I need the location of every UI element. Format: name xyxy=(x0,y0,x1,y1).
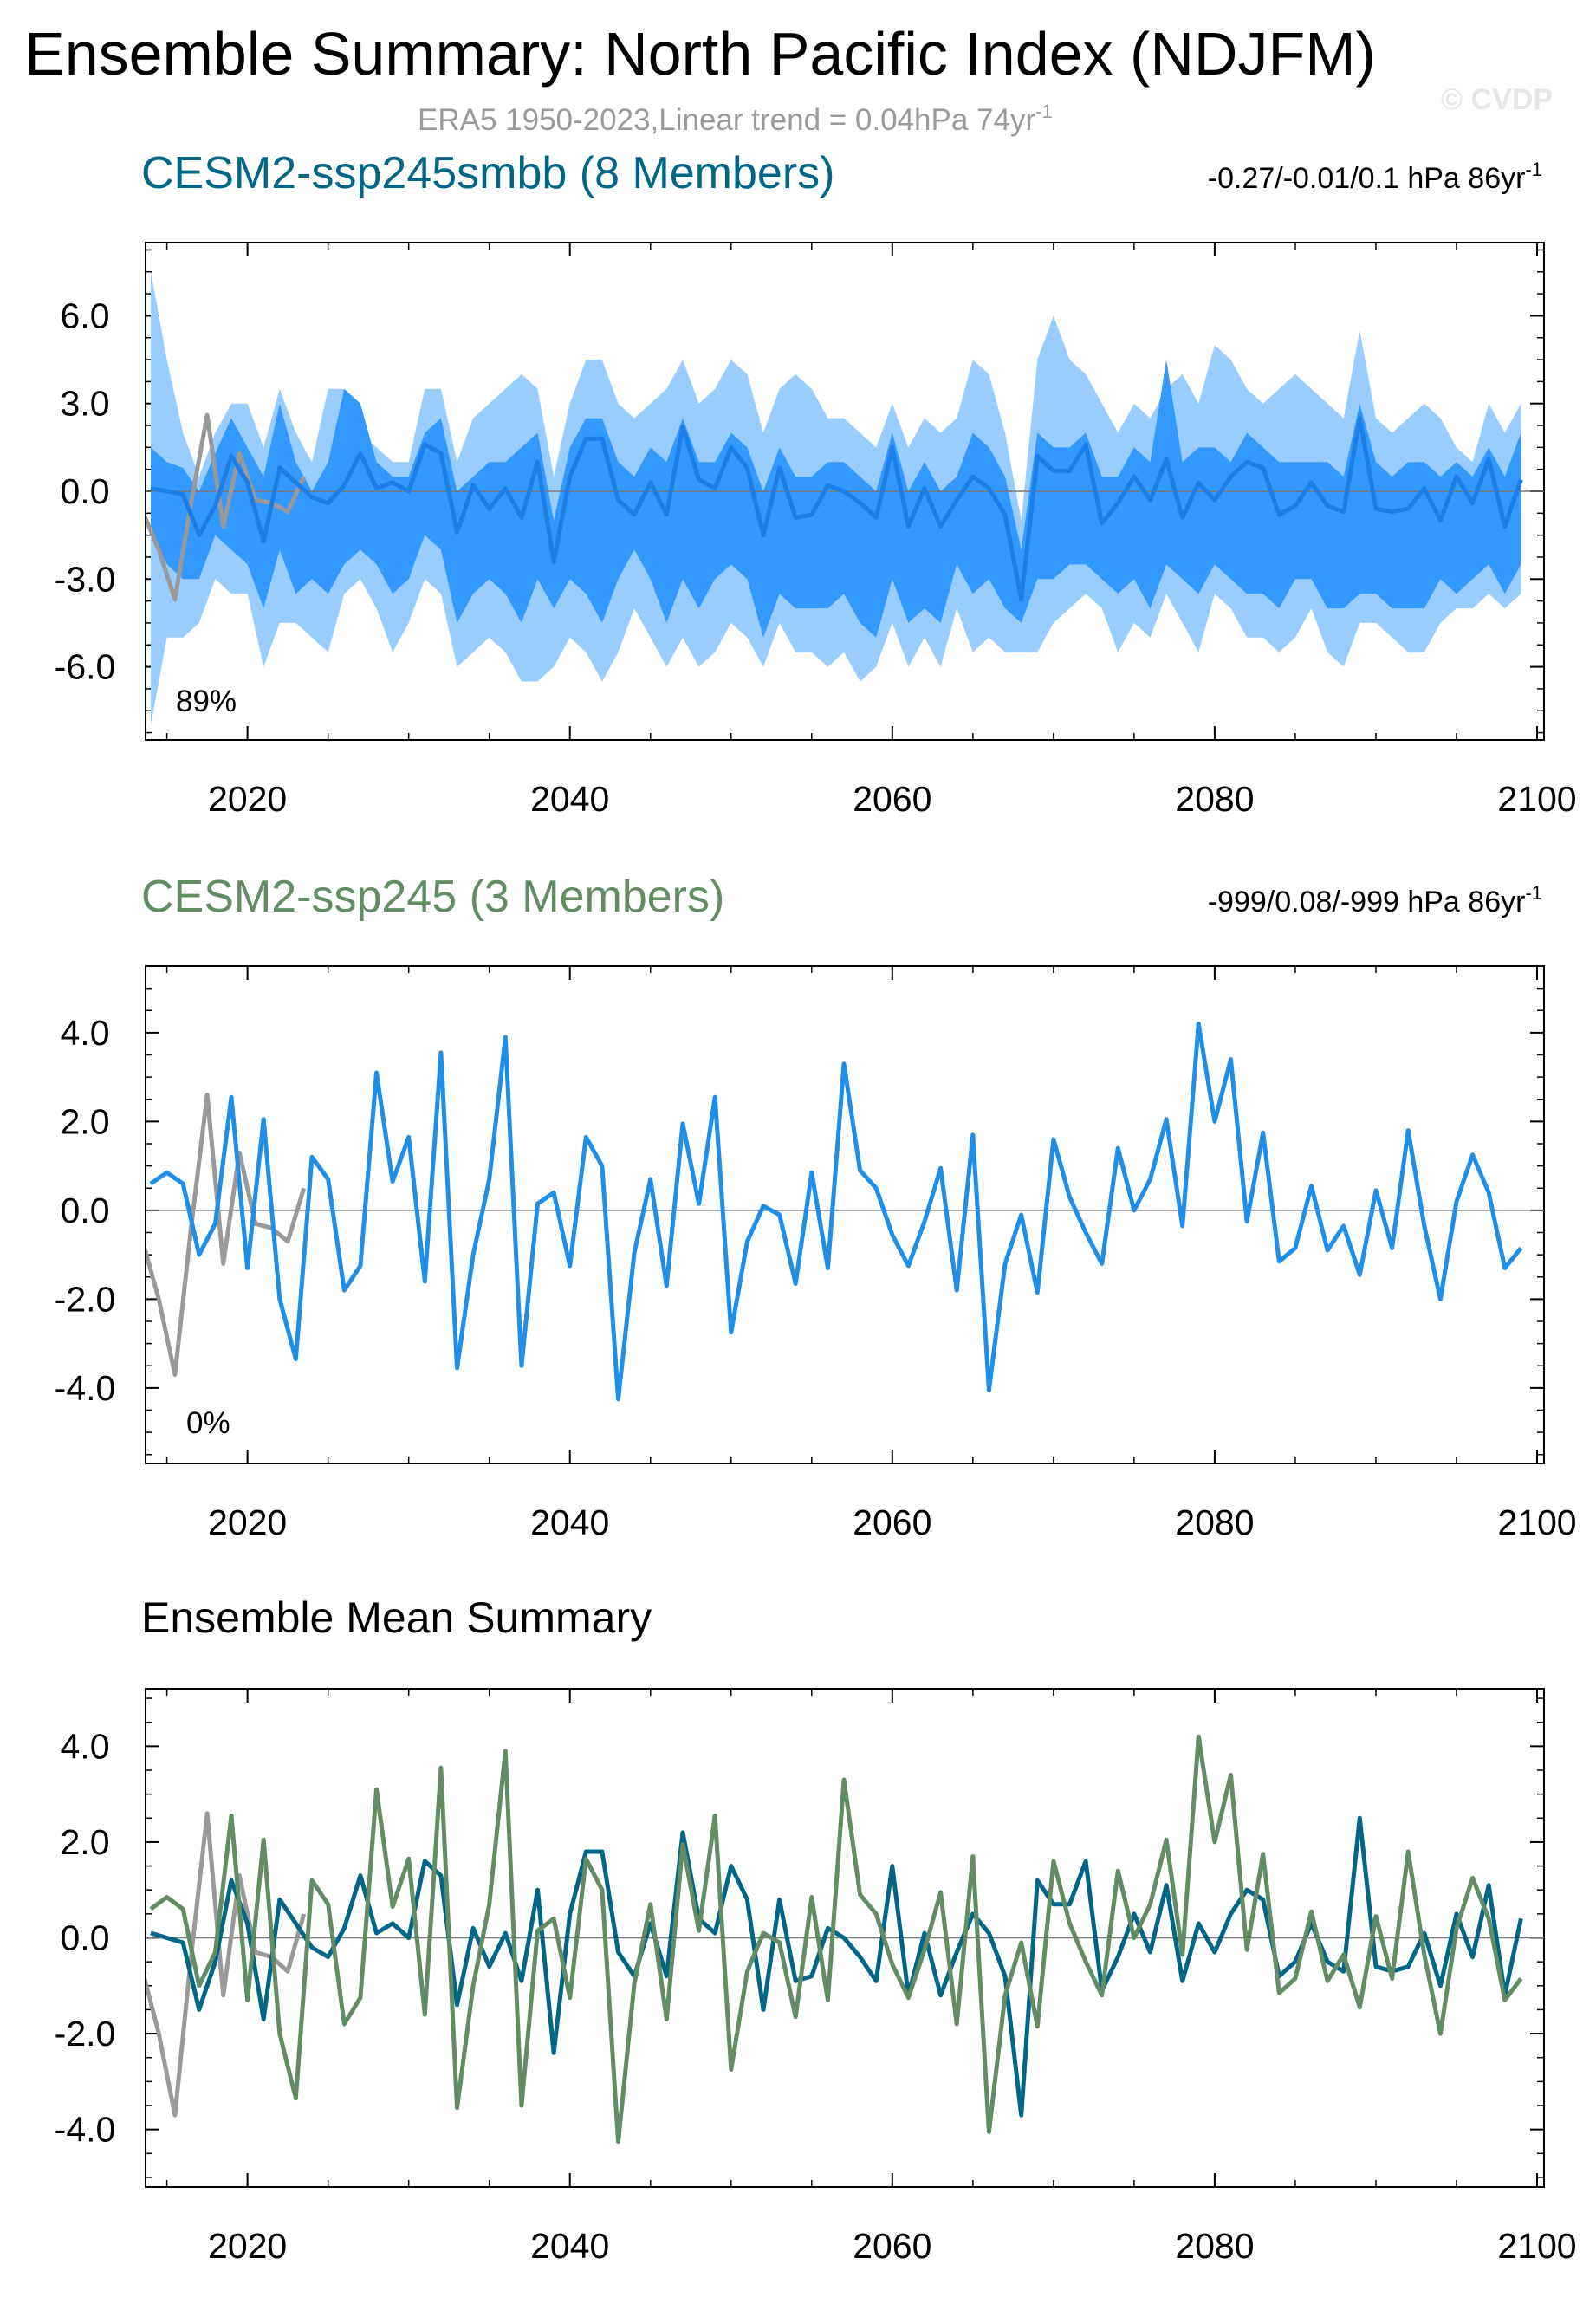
x-tick-label: 2040 xyxy=(530,2226,609,2266)
panel-ssp245-trend-sup: -1 xyxy=(1525,882,1542,904)
x-tick-label: 2020 xyxy=(208,1502,287,1542)
watermark: © CVDP xyxy=(1441,83,1553,116)
x-tick-label: 2040 xyxy=(530,779,609,819)
ssp245-mean-line xyxy=(149,1734,1523,2144)
x-tick-label: 2080 xyxy=(1175,1502,1254,1542)
panel-mean-plot: 2020 2040 2060 2080 2100 4.0 2.0 0.0 -2.0 -4.0 xyxy=(55,1688,1577,2266)
panel-mean: Ensemble Mean Summary 2020 2040 2060 2080 21… xyxy=(55,1593,1577,2266)
y-tick-label: -3.0 xyxy=(55,559,116,599)
panel-smbb-percent: 89% xyxy=(176,685,237,718)
y-tick-label: 0.0 xyxy=(61,1191,110,1230)
y-tick-label: 3.0 xyxy=(61,384,110,424)
x-tick-label: 2080 xyxy=(1175,779,1254,819)
panel-ssp245-trend-text: -999/0.08/-999 hPa 86yr xyxy=(1208,886,1526,918)
x-tick-label: 2100 xyxy=(1497,1502,1576,1542)
x-tick-label: 2060 xyxy=(853,1502,931,1542)
y-tick-label: 6.0 xyxy=(61,295,110,335)
plot-frame xyxy=(145,965,1545,1464)
y-tick-label: 4.0 xyxy=(61,1726,110,1766)
plot-layer xyxy=(146,1022,1544,1402)
observation-line xyxy=(146,1093,307,1377)
panel-smbb-trend-text: -0.27/-0.01/0.1 hPa 86yr xyxy=(1208,162,1526,195)
y-tick-label: -6.0 xyxy=(55,647,116,687)
y-tick-label: 2.0 xyxy=(61,1101,110,1141)
panel-mean-title: Ensemble Mean Summary xyxy=(141,1593,652,1642)
figure-subtitle: ERA5 1950-2023,Linear trend = 0.04hPa 74… xyxy=(418,101,1053,137)
x-tick-label: 2040 xyxy=(530,1502,609,1542)
panel-ssp245-percent: 0% xyxy=(186,1406,230,1440)
plot-layer xyxy=(146,1734,1544,2144)
smbb-mean-line xyxy=(150,1815,1523,2118)
panel-ssp245: CESM2-ssp245 (3 Members) -999/0.08/-999 … xyxy=(55,872,1577,1542)
x-tick-label: 2100 xyxy=(1497,779,1576,819)
x-tick-label: 2080 xyxy=(1175,2226,1254,2266)
panel-smbb-trend: -0.27/-0.01/0.1 hPa 86yr-1 xyxy=(1208,159,1542,195)
panel-ssp245-trend: -999/0.08/-999 hPa 86yr-1 xyxy=(1208,882,1542,918)
x-tick-label: 2100 xyxy=(1497,2226,1576,2266)
panel-smbb: CESM2-ssp245smbb (8 Members) -0.27/-0.01… xyxy=(55,148,1577,819)
subtitle-sup: -1 xyxy=(1035,101,1053,122)
x-tick-label: 2020 xyxy=(208,2226,287,2266)
panel-smbb-plot: 2020 2040 2060 2080 2100 6.0 3.0 0.0 -3.0 -6.0 xyxy=(55,242,1577,819)
panel-ssp245-title: CESM2-ssp245 (3 Members) xyxy=(141,872,724,922)
y-tick-label: 2.0 xyxy=(61,1822,110,1862)
x-tick-label: 2020 xyxy=(208,779,287,819)
ssp245-line xyxy=(149,1022,1523,1402)
ensemble-spread-band xyxy=(151,360,1521,638)
plot-layer xyxy=(146,271,1544,726)
y-tick-label: 0.0 xyxy=(61,471,110,511)
y-tick-label: 4.0 xyxy=(61,1013,110,1053)
x-tick-label: 2060 xyxy=(853,779,931,819)
y-tick-label: -4.0 xyxy=(55,1368,116,1408)
y-tick-label: -2.0 xyxy=(55,2014,116,2054)
y-tick-label: -4.0 xyxy=(55,2110,116,2150)
observation-line xyxy=(146,1811,307,2118)
y-tick-label: -2.0 xyxy=(55,1279,116,1319)
observation-line xyxy=(146,412,306,602)
y-tick-label: 0.0 xyxy=(61,1918,110,1958)
subtitle-text: ERA5 1950-2023,Linear trend = 0.04hPa 74… xyxy=(418,103,1035,137)
ensemble-mean-line xyxy=(150,416,1523,602)
panel-smbb-trend-sup: -1 xyxy=(1525,159,1542,180)
x-tick-label: 2060 xyxy=(853,2226,931,2266)
figure-title: Ensemble Summary: North Pacific Index (N… xyxy=(24,20,1376,88)
panel-smbb-title: CESM2-ssp245smbb (8 Members) xyxy=(141,148,834,198)
panel-ssp245-plot: 2020 2040 2060 2080 2100 4.0 2.0 0.0 -2.0 -4.0 xyxy=(55,965,1577,1542)
